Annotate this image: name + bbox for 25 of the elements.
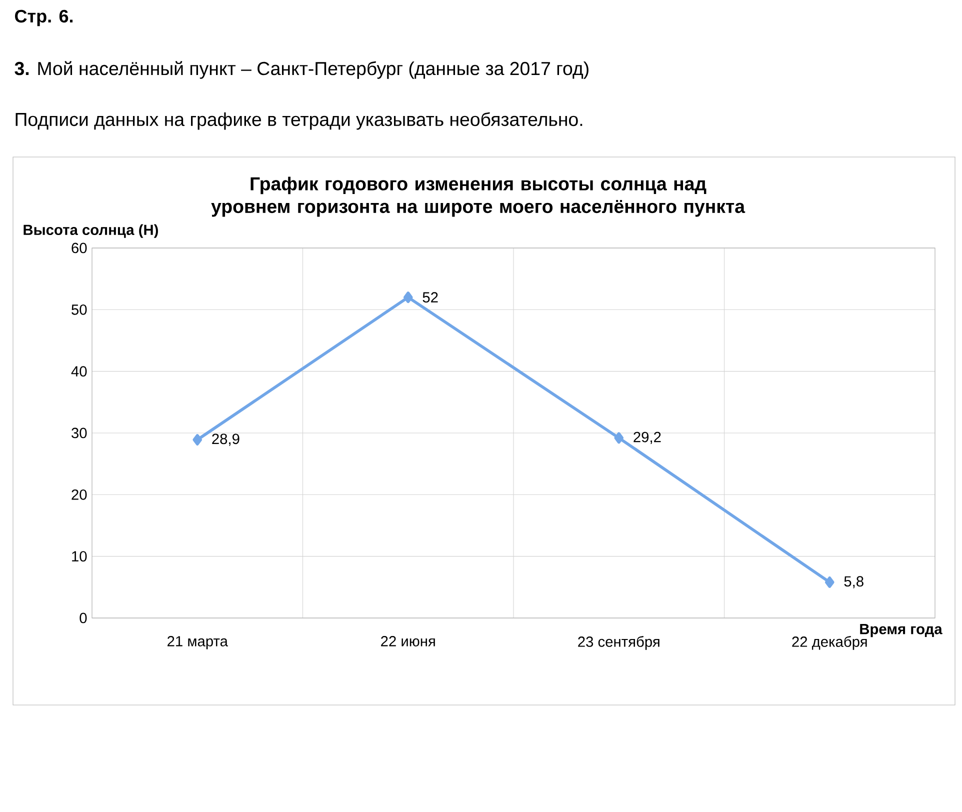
text: 3. Мой населённый пункт – Санкт-Петербург (данные за 2017 год) xyxy=(14,61,588,79)
data-label: 29,2 xyxy=(634,432,661,444)
y-tick-label: 40 xyxy=(71,366,87,377)
x-tick-label: 22 июня xyxy=(381,636,435,646)
y-tick-label: 60 xyxy=(72,242,87,254)
y-tick-label: 50 xyxy=(72,304,87,315)
point xyxy=(614,432,624,444)
x-axis-title: Время года xyxy=(860,624,942,638)
point xyxy=(824,576,834,588)
point xyxy=(403,292,413,304)
y-tick-label: 30 xyxy=(72,428,87,438)
x-tick-label: 22 декабря xyxy=(792,636,867,650)
x-tick-label: 21 марта xyxy=(168,636,228,650)
data-label: 28,9 xyxy=(212,434,240,446)
y-tick-label: 10 xyxy=(72,551,87,562)
y-tick-label: 20 xyxy=(72,489,87,500)
y-axis-title: Высота солнца (H) xyxy=(24,224,158,238)
text: Стр. 6. xyxy=(15,10,73,26)
x-tick-label: 23 сентября xyxy=(578,636,660,650)
chart-title: График годового изменения высоты солнца над уровнем горизонта на широте моего населённого пункта xyxy=(211,176,746,217)
y-tick-label: 0 xyxy=(80,612,87,624)
data-label: 52 xyxy=(422,292,438,303)
text: Подписи данных на графике в тетради указывать необязательно. xyxy=(16,112,582,130)
data-label: 5,8 xyxy=(844,576,864,588)
point xyxy=(192,434,202,446)
